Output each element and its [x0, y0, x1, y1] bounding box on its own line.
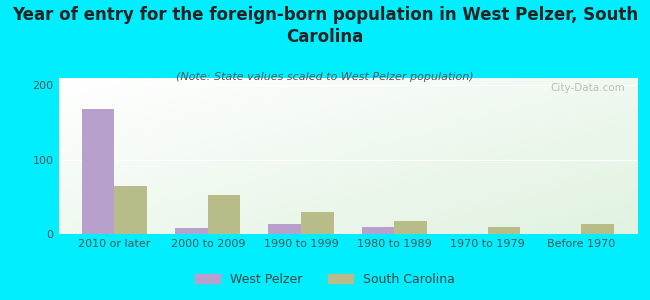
- Text: (Note: State values scaled to West Pelzer population): (Note: State values scaled to West Pelze…: [176, 72, 474, 82]
- Bar: [114, 186, 147, 234]
- Bar: [301, 212, 333, 234]
- Bar: [488, 226, 521, 234]
- Bar: [395, 221, 427, 234]
- Text: Year of entry for the foreign-born population in West Pelzer, South
Carolina: Year of entry for the foreign-born popul…: [12, 6, 638, 46]
- Text: City-Data.com: City-Data.com: [551, 83, 625, 93]
- Bar: [581, 224, 614, 234]
- Bar: [175, 228, 208, 234]
- Bar: [268, 224, 301, 234]
- Bar: [208, 195, 240, 234]
- Bar: [82, 109, 114, 234]
- Bar: [362, 227, 395, 234]
- Legend: West Pelzer, South Carolina: West Pelzer, South Carolina: [190, 268, 460, 291]
